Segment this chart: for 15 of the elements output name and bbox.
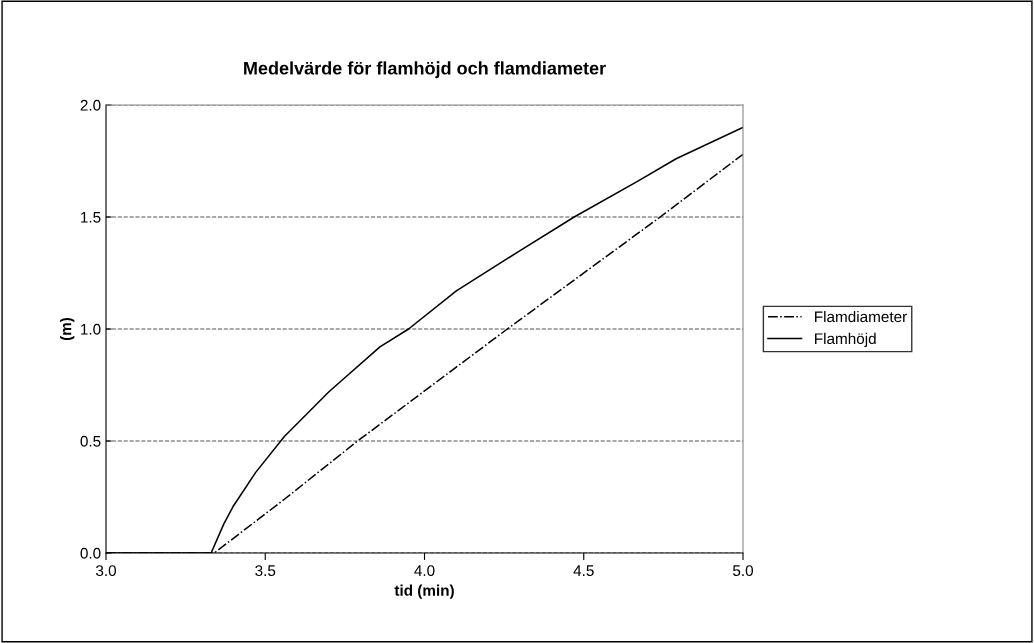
y-tick-label: 1.0 [81,323,101,335]
chart-title: Medelvärde för flamhöjd och flamdiameter [244,61,606,79]
x-tick-label: 3.0 [95,565,117,577]
legend-label: Flamhöjd [815,332,876,348]
y-tick-label: 0.5 [80,435,101,447]
x-tick-label: 4.0 [414,565,435,577]
y-tick-label: 0.0 [80,547,101,559]
y-axis-title: (m) [60,317,75,341]
legend-label: Flamdiameter [815,310,907,323]
y-tick-label: 2.0 [80,99,101,111]
y-tick-label: 1.5 [81,212,101,223]
x-axis-title: tid (min) [394,584,454,599]
x-tick-label: 5.0 [732,565,754,577]
x-tick-label: 4.5 [573,565,594,577]
x-tick-label: 3.5 [255,565,276,577]
